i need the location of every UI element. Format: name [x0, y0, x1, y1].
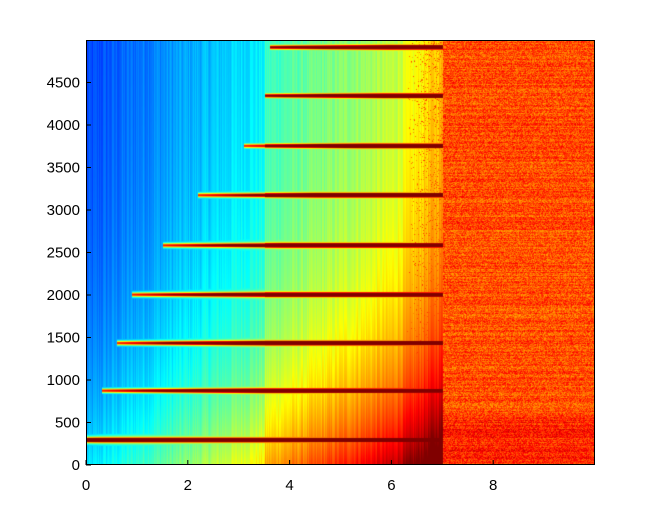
x-tick-label: 2 [184, 477, 192, 494]
y-tick-label: 4500 [47, 75, 80, 92]
y-tick-label: 2500 [47, 245, 80, 262]
y-tick-label: 1500 [47, 330, 80, 347]
x-tick-label: 0 [82, 477, 90, 494]
y-tick-label: 1000 [47, 372, 80, 389]
y-tick-label: 3000 [47, 202, 80, 219]
y-tick-label: 4000 [47, 117, 80, 134]
plot-area [86, 40, 595, 465]
y-tick-label: 500 [55, 415, 80, 432]
x-tick-label: 6 [387, 477, 395, 494]
spectrogram-heatmap [86, 40, 595, 465]
y-tick-label: 0 [72, 457, 80, 474]
y-tick-label: 3500 [47, 160, 80, 177]
x-axis: 0 2 4 6 8 [82, 460, 497, 494]
x-tick-label: 8 [489, 477, 497, 494]
y-axis: 0 500 1000 1500 2000 2500 3000 3500 4000 4500 [47, 75, 91, 474]
x-tick-label: 4 [285, 477, 293, 494]
y-tick-label: 2000 [47, 287, 80, 304]
